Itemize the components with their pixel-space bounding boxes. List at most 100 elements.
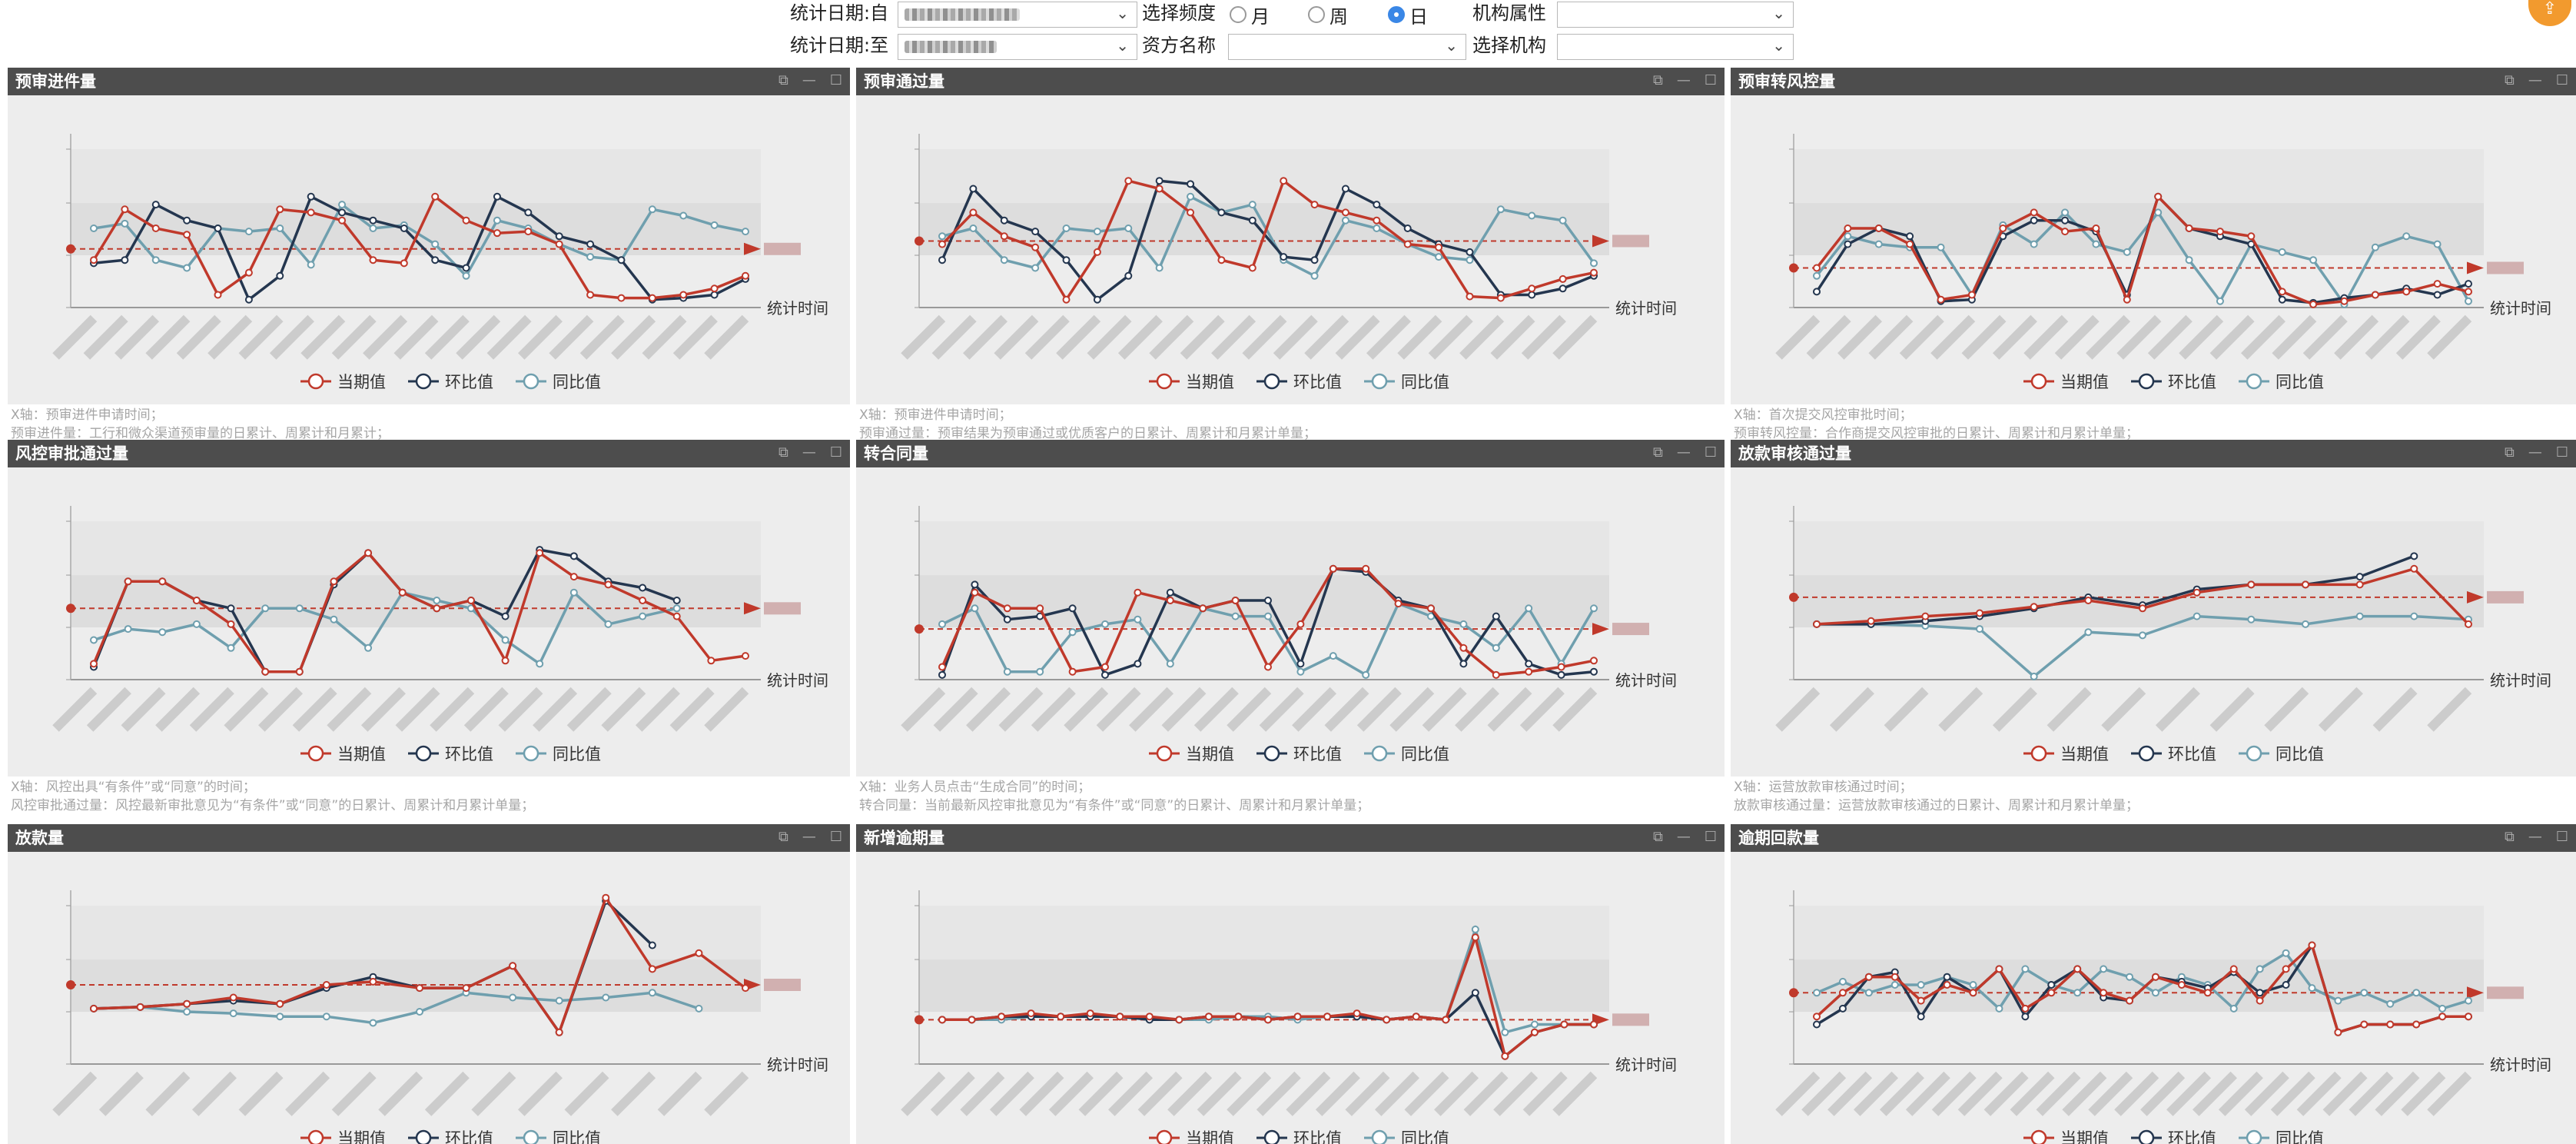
minimize-icon[interactable]: — <box>1676 72 1691 88</box>
point-yoy <box>1134 615 1142 624</box>
x-tick-label <box>1180 314 1225 360</box>
x-tick-label <box>1345 1071 1390 1116</box>
panel-6: 放款量 ⧉ — ☐ 统计时间 当期值 环比值 同比值 <box>8 824 850 1144</box>
point-current <box>1231 597 1240 604</box>
org-attr-select[interactable]: ⌄ <box>1557 2 1794 28</box>
average-arrow <box>2467 261 2484 274</box>
x-tick-label <box>145 1071 191 1116</box>
point-current <box>1093 248 1101 256</box>
maximize-icon[interactable]: ☐ <box>1704 829 1717 845</box>
point-current <box>501 657 510 665</box>
frequency-radio-day[interactable]: 日 <box>1388 3 1428 28</box>
point-current <box>2438 1013 2447 1021</box>
point-current <box>400 259 408 268</box>
average-arrow <box>1592 234 1609 248</box>
point-current <box>1027 1009 1035 1018</box>
x-tick-label <box>393 314 439 360</box>
legend-label: 环比值 <box>445 745 493 763</box>
point-mom <box>1844 240 1852 248</box>
minimize-icon[interactable]: — <box>802 72 816 88</box>
point-yoy <box>322 1013 330 1021</box>
point-current <box>648 965 656 973</box>
minimize-icon[interactable]: — <box>802 829 816 845</box>
maximize-icon[interactable]: ☐ <box>829 444 842 461</box>
x-tick-label <box>471 1071 516 1116</box>
x-tick-label <box>2010 1071 2055 1116</box>
minimize-icon[interactable]: — <box>1676 444 1691 461</box>
legend-label: 同比值 <box>553 745 601 763</box>
point-yoy <box>1435 253 1443 261</box>
point-yoy <box>2465 996 2472 1005</box>
org-select-label: 选择机构 <box>1472 35 1546 56</box>
x-tick-label <box>1242 314 1287 360</box>
minimize-icon[interactable]: — <box>2528 829 2542 845</box>
org-select[interactable]: ⌄ <box>1557 34 1794 60</box>
x-tick-label <box>269 314 314 360</box>
legend-label: 当期值 <box>337 1129 386 1144</box>
band-top <box>919 521 1609 576</box>
point-yoy <box>124 625 132 634</box>
series-line-yoy <box>941 195 1595 278</box>
frequency-radio-month[interactable]: 月 <box>1230 3 1270 28</box>
panel-2: 预审转风控量 ⧉ — ☐ 统计时间 当期值 环比值 同比值 X轴：首次提交风控审批时间； … <box>1731 68 2576 452</box>
maximize-icon[interactable]: ☐ <box>2555 829 2568 845</box>
point-current <box>2139 604 2146 613</box>
maximize-icon[interactable]: ☐ <box>1704 444 1717 461</box>
point-current <box>2386 1020 2395 1029</box>
point-current <box>431 192 440 201</box>
minimize-icon[interactable]: — <box>2528 444 2542 461</box>
popout-icon[interactable]: ⧉ <box>2505 829 2515 845</box>
point-yoy <box>1917 981 1925 989</box>
maximize-icon[interactable]: ☐ <box>2555 72 2568 88</box>
point-yoy <box>2193 612 2201 620</box>
x-tick-label <box>2147 314 2193 360</box>
point-current <box>398 588 407 597</box>
x-tick-label <box>564 1071 609 1116</box>
point-mom <box>2021 1013 2030 1021</box>
x-tick-label <box>360 687 406 732</box>
point-mom <box>586 240 595 248</box>
average-arrow <box>1592 623 1609 636</box>
popout-icon[interactable]: ⧉ <box>1653 444 1663 461</box>
minimize-icon[interactable]: — <box>2528 72 2542 88</box>
x-tick-label <box>2086 314 2131 360</box>
minimize-icon[interactable]: — <box>802 444 816 461</box>
export-button[interactable]: ⇪ <box>2528 0 2571 26</box>
point-mom <box>524 208 533 217</box>
date-to-select[interactable]: ⌄ <box>898 34 1137 60</box>
point-current <box>1101 663 1109 671</box>
average-value-label <box>1612 623 1649 636</box>
popout-icon[interactable]: ⧉ <box>1653 72 1663 88</box>
maximize-icon[interactable]: ☐ <box>829 72 842 88</box>
band-mid <box>1794 203 2484 256</box>
maximize-icon[interactable]: ☐ <box>829 829 842 845</box>
popout-icon[interactable]: ⧉ <box>778 72 788 88</box>
popout-icon[interactable]: ⧉ <box>778 444 788 461</box>
fund-name-select[interactable]: ⌄ <box>1228 34 1466 60</box>
frequency-radio-week[interactable]: 周 <box>1308 3 1348 28</box>
point-mom <box>1557 670 1565 679</box>
x-tick-label <box>611 314 656 360</box>
popout-icon[interactable]: ⧉ <box>1653 829 1663 845</box>
x-tick-label <box>395 687 440 732</box>
point-current <box>2465 288 2472 296</box>
x-tick-label <box>2088 1071 2133 1116</box>
x-tick-label <box>2365 314 2410 360</box>
point-mom <box>1813 1020 1821 1029</box>
maximize-icon[interactable]: ☐ <box>2555 444 2568 461</box>
x-tick-label <box>1404 1071 1449 1116</box>
minimize-icon[interactable]: — <box>1676 829 1691 845</box>
maximize-icon[interactable]: ☐ <box>1704 72 1717 88</box>
date-from-select[interactable]: ⌄ <box>898 2 1137 28</box>
x-axis-name: 统计时间 <box>1615 299 1677 318</box>
popout-icon[interactable]: ⧉ <box>778 829 788 845</box>
popout-icon[interactable]: ⧉ <box>2505 72 2515 88</box>
point-yoy <box>338 201 347 209</box>
point-yoy <box>229 1009 237 1018</box>
point-yoy <box>710 221 719 229</box>
point-yoy <box>695 1004 703 1013</box>
point-mom <box>2410 552 2418 560</box>
popout-icon[interactable]: ⧉ <box>2505 444 2515 461</box>
